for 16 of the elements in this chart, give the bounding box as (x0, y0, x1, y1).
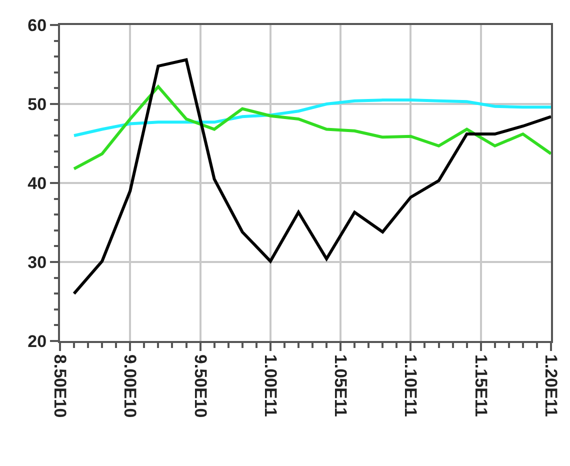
x-tick-label: 1.00E11 (260, 354, 280, 417)
y-tick-label: 60 (28, 16, 47, 35)
x-tick-label: 9.00E10 (120, 354, 140, 418)
line-series (72, 85, 551, 170)
line-series (72, 58, 551, 296)
y-tick-label: 50 (28, 94, 47, 114)
x-tick-label: 1.15E11 (471, 354, 490, 417)
y-tick-label: 20 (28, 332, 47, 351)
line-series (72, 98, 551, 138)
x-tick-label: 1.05E11 (331, 354, 350, 417)
y-tick-label: 40 (28, 174, 47, 193)
x-tick-label: 8.50E10 (50, 354, 70, 418)
x-tick-label: 1.10E11 (401, 354, 420, 417)
x-tick-label: 9.50E10 (190, 354, 210, 418)
x-tick-label: 1.20E11 (541, 354, 560, 417)
y-tick-label: 30 (28, 252, 47, 272)
